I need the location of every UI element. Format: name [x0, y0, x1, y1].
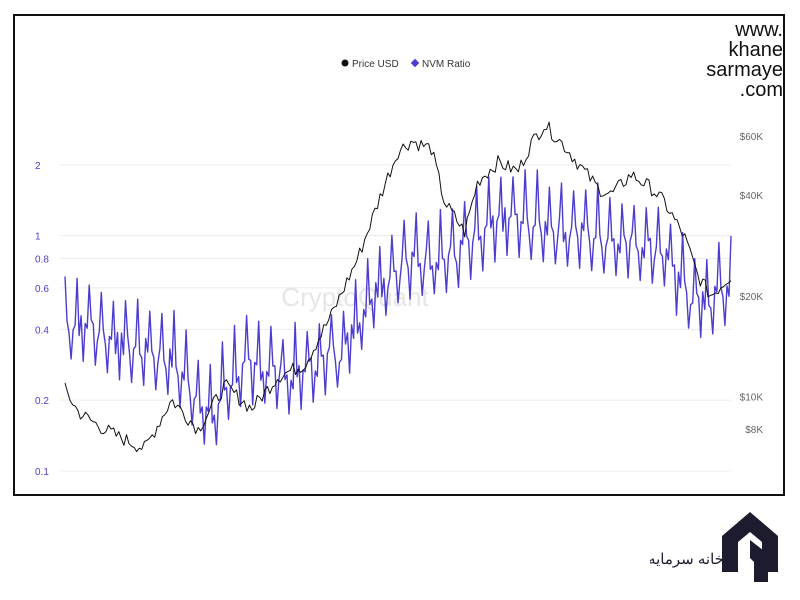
house-icon: [722, 512, 778, 582]
right-tick-label: $60K: [740, 132, 764, 143]
right-tick-label: $10K: [740, 393, 764, 404]
chart-svg: 210.80.60.40.20.1 $60K$40K$20K$10K$8K Cr…: [35, 58, 764, 478]
brand-line-4: .com: [739, 79, 783, 101]
series-price-usd-line: [64, 121, 732, 453]
left-tick-label: 0.8: [35, 254, 49, 265]
left-tick-label: 0.4: [35, 325, 49, 336]
right-tick-label: $40K: [740, 191, 764, 202]
brand-line-3: sarmaye: [706, 59, 783, 81]
brand-line-1: www.: [735, 19, 783, 41]
legend: Price USD NVM Ratio: [341, 58, 471, 70]
logo-script-text: خانه سرمایه: [650, 551, 724, 568]
left-tick-label: 0.2: [35, 396, 49, 407]
brand-line-2: khane: [728, 39, 784, 61]
series-layer: [64, 121, 732, 453]
left-tick-label: 2: [35, 161, 41, 172]
legend-label: NVM Ratio: [422, 59, 471, 70]
brand-logo: خانه سرمایه: [650, 512, 778, 582]
right-tick-label: $8K: [745, 425, 763, 436]
left-axis: 2 1 0.8 0.6 0.4 0.2 0.1: [35, 161, 49, 478]
series-nvm-ratio-line: [64, 169, 732, 446]
right-tick-label: $20K: [740, 292, 764, 303]
right-axis: $60K $40K $20K $10K $8K: [740, 132, 764, 436]
left-tick-label: 0.6: [35, 284, 49, 295]
chart-grid: [60, 164, 731, 472]
left-tick-label: 0.1: [35, 467, 49, 478]
chart-frame: 2 1 0.8 0.6 0.4 0.2 0.1 $60K $40K $20K $10K $8K Cr…: [13, 14, 785, 496]
legend-marker-nvm: [410, 58, 420, 68]
legend-label: Price USD: [352, 59, 399, 70]
legend-marker-price: [341, 59, 349, 67]
brand-url: www. khane sarmaye .com: [693, 20, 783, 100]
left-tick-label: 1: [35, 232, 41, 243]
